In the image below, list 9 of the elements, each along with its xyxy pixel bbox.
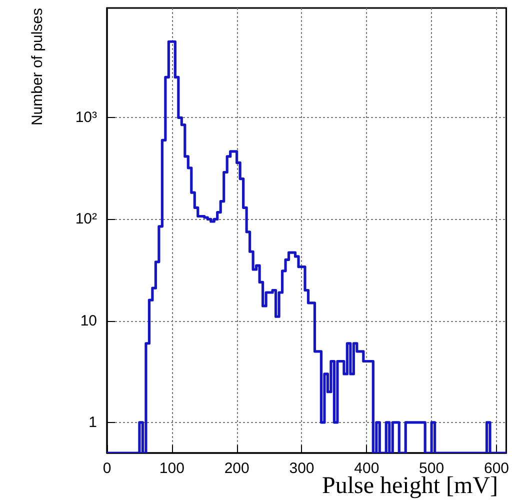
y-tick-label: 10³: [75, 109, 97, 126]
y-axis-title: Number of pulses: [29, 8, 46, 126]
y-tick-label: 10²: [75, 210, 97, 228]
y-tick-label: 1: [88, 414, 97, 431]
x-tick-label: 0: [102, 460, 112, 477]
x-tick-label: 100: [159, 460, 184, 477]
y-tick-label: 10: [80, 312, 97, 330]
x-tick-label: 300: [289, 460, 314, 477]
x-tick-label: 200: [224, 460, 250, 477]
